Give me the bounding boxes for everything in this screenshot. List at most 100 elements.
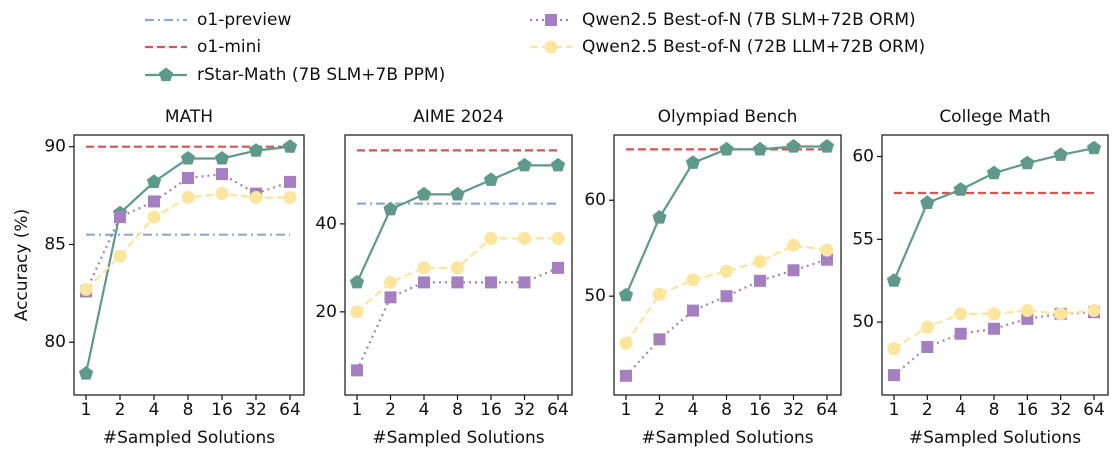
marker [113, 249, 127, 263]
marker [114, 211, 126, 224]
y-tick-label: 40 [315, 214, 337, 234]
marker [182, 172, 194, 185]
marker [687, 304, 699, 317]
legend-label: rStar-Math (7B SLM+7B PPM) [197, 65, 445, 85]
x-tick-label: 64 [816, 400, 838, 420]
legend-marker [544, 40, 558, 54]
x-axis-label: #Sampled Solutions [103, 428, 275, 448]
marker [383, 201, 398, 216]
marker [886, 273, 902, 287]
marker [284, 175, 296, 188]
marker [653, 287, 666, 301]
marker [451, 261, 464, 275]
marker [350, 305, 364, 319]
marker [147, 210, 161, 224]
legend-label: Qwen2.5 Best-of-N (72B LLM+72B ORM) [582, 37, 925, 57]
marker [620, 369, 632, 382]
y-axis-label: Accuracy (%) [12, 209, 32, 321]
marker [283, 191, 297, 205]
legend-label: o1-mini [197, 37, 261, 57]
marker [988, 322, 1000, 335]
marker [181, 191, 195, 205]
y-tick-label: 85 [44, 234, 66, 254]
marker [282, 139, 298, 153]
marker [1086, 140, 1102, 155]
y-tick-label: 90 [44, 137, 66, 157]
marker [685, 155, 701, 169]
panel-title: AIME 2024 [413, 107, 504, 127]
panel-title: College Math [939, 107, 1050, 127]
marker [418, 276, 430, 289]
marker [921, 340, 934, 353]
marker [384, 291, 397, 304]
marker [954, 307, 968, 321]
panel-title: MATH [165, 107, 213, 127]
marker [450, 186, 465, 201]
marker [216, 168, 228, 181]
legend-label: Qwen2.5 Best-of-N (7B SLM+72B ORM) [582, 10, 916, 30]
marker [653, 333, 666, 346]
marker [720, 290, 733, 303]
marker [754, 274, 766, 287]
marker [887, 342, 901, 356]
marker [451, 276, 464, 289]
x-tick-label: 16 [749, 400, 771, 420]
x-tick-label: 8 [183, 400, 194, 420]
marker [953, 182, 968, 196]
x-tick-label: 16 [211, 400, 233, 420]
marker [417, 261, 431, 275]
marker [248, 143, 264, 157]
marker [954, 327, 967, 340]
marker [1054, 307, 1068, 321]
marker [1020, 155, 1035, 170]
marker [987, 307, 1001, 321]
x-tick-label: 4 [419, 400, 430, 420]
x-tick-label: 1 [621, 400, 632, 420]
marker [786, 139, 801, 153]
marker [720, 264, 733, 278]
x-tick-label: 32 [245, 400, 267, 420]
marker [787, 238, 800, 252]
x-tick-label: 1 [352, 400, 363, 420]
marker [180, 151, 196, 165]
marker [214, 151, 230, 165]
marker [485, 276, 497, 289]
y-tick-label: 50 [852, 312, 874, 332]
panel-title: Olympiad Bench [658, 107, 798, 127]
x-tick-label: 64 [279, 400, 301, 420]
marker [517, 157, 532, 172]
marker [920, 195, 935, 209]
x-tick-label: 2 [922, 400, 933, 420]
x-tick-label: 64 [1083, 400, 1105, 420]
marker [148, 195, 160, 208]
x-axis-label: #Sampled Solutions [641, 428, 813, 448]
marker [1021, 312, 1034, 325]
marker [249, 191, 263, 205]
x-tick-label: 8 [452, 400, 463, 420]
x-tick-label: 2 [115, 400, 126, 420]
y-tick-label: 60 [852, 147, 874, 167]
marker [820, 243, 834, 257]
legend-label: o1-preview [197, 10, 291, 30]
x-tick-label: 4 [955, 400, 966, 420]
y-tick-label: 50 [584, 286, 606, 306]
x-axis-label: #Sampled Solutions [909, 428, 1081, 448]
y-tick-label: 80 [44, 332, 66, 352]
x-tick-label: 2 [385, 400, 396, 420]
x-tick-label: 8 [721, 400, 732, 420]
x-tick-label: 1 [81, 400, 92, 420]
series-line [85, 192, 290, 291]
x-tick-label: 32 [514, 400, 536, 420]
marker [719, 141, 734, 156]
marker [518, 231, 531, 245]
x-tick-label: 8 [989, 400, 1000, 420]
plot-frame [73, 134, 305, 396]
marker [550, 157, 566, 172]
x-tick-label: 1 [889, 400, 900, 420]
marker [819, 139, 835, 153]
y-tick-label: 60 [584, 190, 606, 210]
marker [215, 187, 229, 201]
marker [753, 255, 767, 269]
marker [652, 210, 667, 224]
